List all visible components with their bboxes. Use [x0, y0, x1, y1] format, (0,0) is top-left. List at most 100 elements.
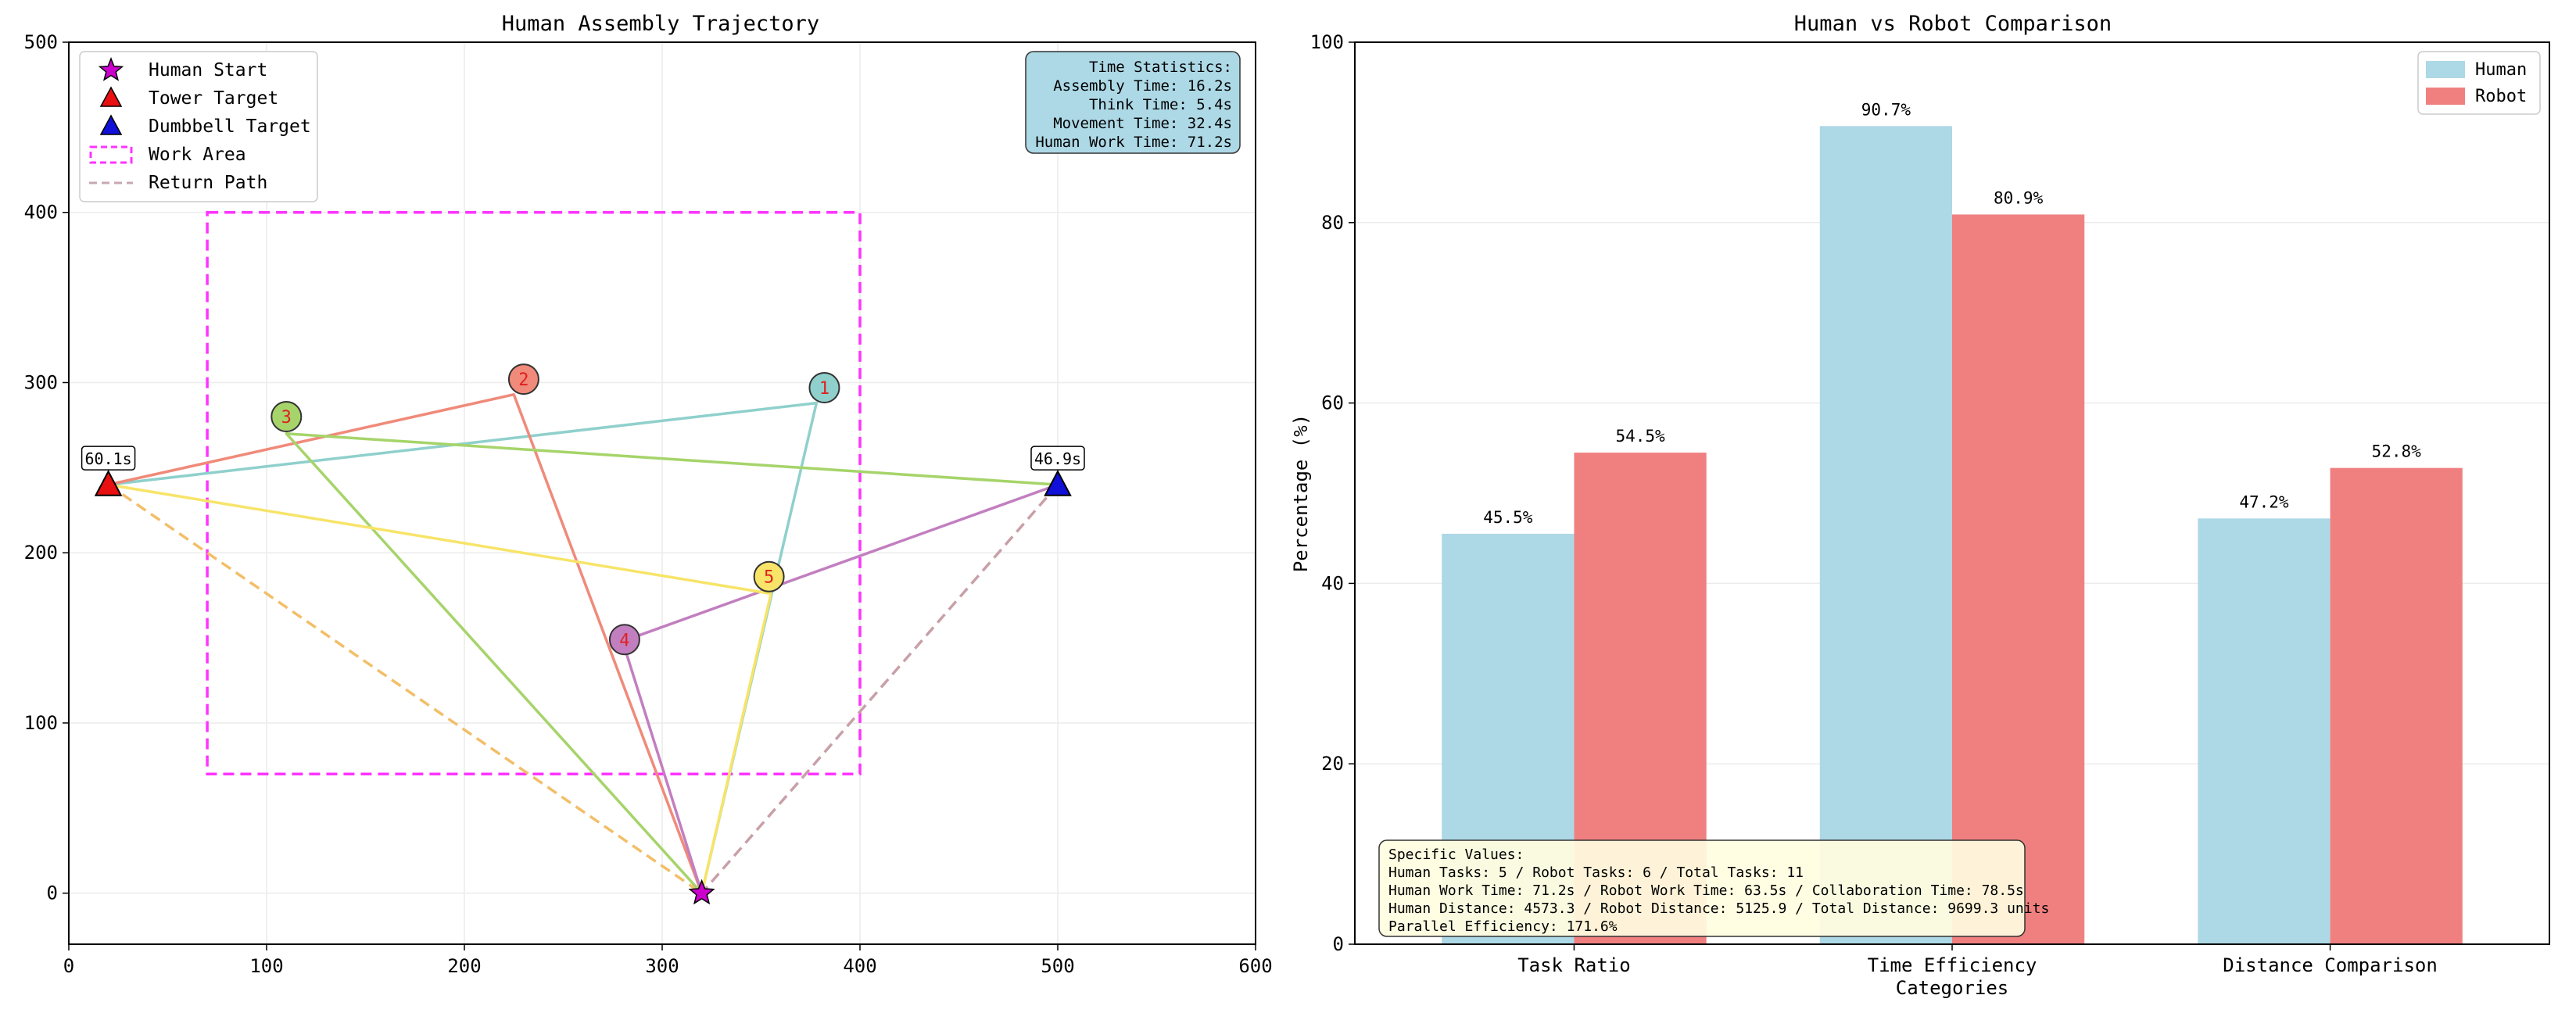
- values-line: Parallel Efficiency: 171.6%: [1388, 918, 1618, 935]
- values-line: Human Work Time: 71.2s / Robot Work Time…: [1388, 882, 2024, 899]
- work-area-rect: [206, 210, 862, 776]
- x-tick-label: 500: [1041, 955, 1074, 977]
- trajectory-legend: Human Start Tower Target Dumbbell Target…: [79, 51, 318, 202]
- dumbbell-time-label: 46.9s: [1030, 446, 1085, 471]
- values-line: Human Tasks: 5 / Robot Tasks: 6 / Total …: [1388, 864, 1804, 881]
- trip-marker: 1: [808, 372, 840, 404]
- trip-marker: 3: [270, 401, 303, 433]
- y-tick-label: 20: [1321, 753, 1344, 775]
- legend-label: Dumbbell Target: [149, 116, 311, 137]
- bar-human: [1819, 126, 1952, 944]
- trip-marker: 2: [507, 363, 539, 396]
- comparison-legend: Human Robot: [2417, 51, 2541, 115]
- stats-line: Think Time: 5.4s: [1089, 96, 1232, 113]
- return-paths: [107, 483, 1059, 895]
- work-area-group: [206, 210, 862, 776]
- legend-label: Work Area: [149, 145, 246, 165]
- robot-swatch: [2426, 88, 2465, 105]
- stats-line: Movement Time: 32.4s: [1053, 115, 1232, 132]
- time-label-text: 46.9s: [1034, 449, 1081, 468]
- bar-value-label: 47.2%: [2239, 492, 2289, 511]
- x-tick-label: 600: [1238, 955, 1272, 977]
- comparison-y-ticks: 0 20 40 60 80 100: [1310, 31, 1355, 955]
- trajectory-plot-frame: [68, 41, 1256, 945]
- legend-label: Human: [2475, 60, 2527, 80]
- legend-label: Robot: [2475, 87, 2527, 106]
- y-tick-label: 60: [1321, 392, 1344, 414]
- trajectory-grid: [68, 41, 1256, 944]
- y-tick-label: 100: [1310, 31, 1344, 53]
- trip-marker-circle: [507, 363, 539, 396]
- comparison-y-label: Percentage (%): [1290, 414, 1312, 572]
- comparison-plot-frame: [1354, 41, 2550, 945]
- bar-value-label: 52.8%: [2372, 442, 2422, 461]
- y-tick-label: 300: [24, 371, 58, 393]
- y-tick-label: 500: [24, 31, 58, 53]
- trip-marker-label: 2: [518, 370, 528, 390]
- triangle-icon: [99, 114, 123, 135]
- bar-value-label: 90.7%: [1861, 100, 1911, 119]
- trip-marker: 5: [753, 560, 785, 592]
- human-swatch: [2426, 61, 2465, 78]
- trip-marker-circle: [608, 624, 640, 656]
- trip-marker-circle: [753, 560, 785, 592]
- trip-marker-label: 4: [619, 631, 629, 650]
- y-tick-label: 80: [1321, 212, 1344, 234]
- stats-line: Time Statistics:: [1089, 59, 1232, 76]
- y-tick-label: 200: [24, 542, 58, 564]
- triangle-icon: [99, 86, 123, 107]
- stats-line: Human Work Time: 71.2s: [1035, 134, 1232, 151]
- trip-marker-circle: [270, 401, 303, 433]
- y-tick-label: 40: [1321, 572, 1344, 594]
- trajectory-panel: Human Assembly Trajectory 0 100 200 300 400 5…: [24, 12, 1273, 977]
- comparison-panel: Human vs Robot Comparison 0 20 40 60 80 100 4…: [1290, 12, 2550, 999]
- legend-item-return-path: Return Path: [89, 173, 267, 193]
- trip-marker-circle: [808, 372, 840, 404]
- bar-human: [2198, 518, 2331, 944]
- dumbbell-target-marker: [1044, 469, 1072, 496]
- trip-marker-label: 5: [764, 568, 774, 588]
- trip-marker-label: 1: [819, 379, 829, 399]
- comparison-title: Human vs Robot Comparison: [1794, 12, 2112, 36]
- x-tick-label: Task Ratio: [1517, 954, 1631, 976]
- trajectory-title: Human Assembly Trajectory: [502, 12, 819, 36]
- star-icon: [98, 56, 124, 81]
- bar-value-label: 80.9%: [1994, 188, 2044, 207]
- x-tick-label: 400: [843, 955, 876, 977]
- legend-item-work-area: Work Area: [89, 145, 246, 165]
- legend-item-tower-target: Tower Target: [99, 86, 278, 109]
- trajectory-x-ticks: 0 100 200 300 400 500 600: [63, 944, 1273, 977]
- y-tick-label: 100: [24, 712, 58, 734]
- time-statistics-box: Time Statistics: Assembly Time: 16.2s Th…: [1025, 51, 1241, 154]
- return-path-line: [700, 483, 1059, 894]
- y-tick-label: 400: [24, 202, 58, 224]
- bar-value-label: 54.5%: [1615, 427, 1665, 446]
- legend-label: Tower Target: [149, 88, 278, 109]
- trip-path-line: [108, 392, 704, 894]
- x-tick-label: Distance Comparison: [2223, 954, 2438, 976]
- legend-label: Human Start: [149, 60, 267, 81]
- trip-path-line: [285, 432, 1059, 894]
- time-label-box: [1030, 446, 1085, 471]
- legend-item-dumbbell-target: Dumbbell Target: [99, 114, 311, 137]
- bar-value-label: 45.5%: [1483, 508, 1533, 527]
- human-start-marker: [688, 879, 715, 905]
- trip-marker-label: 3: [281, 408, 292, 428]
- time-label-box: [81, 446, 136, 471]
- specific-values-box: Specific Values: Human Tasks: 5 / Robot …: [1378, 839, 2049, 937]
- trajectory-y-ticks: 0 100 200 300 400 500: [24, 31, 69, 904]
- y-tick-label: 0: [1333, 933, 1344, 955]
- bar-robot: [2330, 467, 2463, 944]
- legend-item-robot: Robot: [2426, 87, 2527, 106]
- legend-item-human-start: Human Start: [98, 56, 267, 81]
- values-line: Human Distance: 4573.3 / Robot Distance:…: [1388, 900, 2049, 917]
- trajectory-markers: 1 2 3 4 5 60.1s 46.9s: [81, 363, 1085, 905]
- comparison-x-ticks: Task Ratio Time Efficiency Distance Compar…: [1517, 944, 2438, 976]
- x-tick-label: 300: [645, 955, 679, 977]
- comparison-x-label: Categories: [1896, 977, 2009, 999]
- time-label-text: 60.1s: [84, 449, 131, 468]
- x-tick-label: 100: [249, 955, 283, 977]
- y-tick-label: 0: [47, 882, 58, 904]
- values-line: Specific Values:: [1388, 847, 1524, 863]
